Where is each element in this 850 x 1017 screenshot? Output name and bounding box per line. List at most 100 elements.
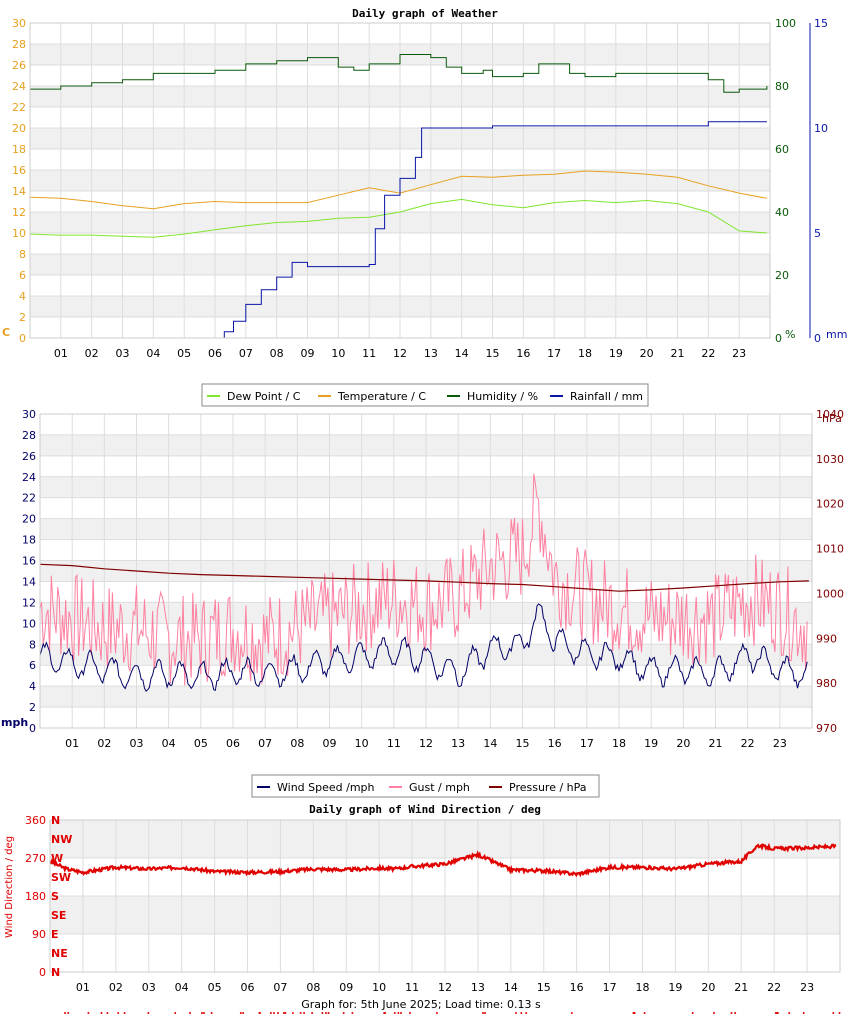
x-tick-label: 22 xyxy=(701,347,715,360)
direction-marker xyxy=(384,1012,387,1014)
y-tick-label: 90 xyxy=(32,928,46,941)
y-tick-label: 24 xyxy=(12,80,26,93)
x-tick-label: 11 xyxy=(405,981,419,994)
x-tick-label: 05 xyxy=(208,981,222,994)
direction-marker xyxy=(570,1012,573,1014)
compass-label: N xyxy=(51,814,60,827)
x-tick-label: 07 xyxy=(273,981,287,994)
x-tick-label: 07 xyxy=(239,347,253,360)
x-tick-label: 23 xyxy=(732,347,746,360)
x-tick-label: 02 xyxy=(97,737,111,750)
direction-marker xyxy=(325,1012,327,1014)
direction-marker xyxy=(201,1012,203,1014)
y-right-tick-label: 100 xyxy=(775,17,796,30)
x-tick-label: 21 xyxy=(734,981,748,994)
legend-entry: Temperature / C xyxy=(337,390,426,403)
chart-title: Daily graph of Wind Direction / deg xyxy=(309,803,541,816)
compass-label: SW xyxy=(51,871,71,884)
y-tick-label: 22 xyxy=(22,492,36,505)
x-tick-label: 02 xyxy=(109,981,123,994)
x-tick-label: 02 xyxy=(85,347,99,360)
direction-marker xyxy=(525,1012,528,1014)
y-right-tick-label: 1040 xyxy=(816,408,844,421)
x-tick-label: 11 xyxy=(387,737,401,750)
x-tick-label: 23 xyxy=(800,981,814,994)
x-tick-label: 05 xyxy=(177,347,191,360)
x-tick-label: 23 xyxy=(773,737,787,750)
x-tick-label: 01 xyxy=(65,737,79,750)
direction-marker xyxy=(117,1012,120,1014)
y-right-tick-label: 970 xyxy=(816,722,837,735)
direction-marker xyxy=(713,1012,715,1014)
legend-box xyxy=(201,383,649,407)
x-tick-label: 15 xyxy=(486,347,500,360)
direction-marker xyxy=(730,1012,733,1014)
direction-marker xyxy=(342,1012,345,1014)
legend: Dew Point / C Temperature / C Humidity / %… xyxy=(201,383,649,407)
x-tick-label: 18 xyxy=(612,737,626,750)
y-tick-label: 18 xyxy=(22,534,36,547)
y-right-tick-label: 1030 xyxy=(816,453,844,466)
x-tick-label: 20 xyxy=(640,347,654,360)
y-tick-label: 20 xyxy=(12,122,26,135)
x-tick-label: 19 xyxy=(609,347,623,360)
x-tick-label: 05 xyxy=(194,737,208,750)
series-line-humidity xyxy=(30,54,768,93)
y-right-tick-label: 1000 xyxy=(816,587,844,600)
x-tick-label: 18 xyxy=(578,347,592,360)
x-tick-label: 10 xyxy=(355,737,369,750)
x-tick-label: 21 xyxy=(709,737,723,750)
y-tick-label: 8 xyxy=(19,248,26,261)
series-points xyxy=(49,842,841,1014)
x-tick-label: 18 xyxy=(636,981,650,994)
y-tick-label: 14 xyxy=(22,575,36,588)
direction-marker xyxy=(776,1012,779,1014)
direction-marker xyxy=(272,1012,275,1014)
x-tick-label: 03 xyxy=(142,981,156,994)
series-lines xyxy=(39,473,809,692)
wind-direction-chart: Daily graph of Wind Direction / deg 0901… xyxy=(4,803,841,1014)
x-tick-label: 03 xyxy=(130,737,144,750)
plot-frame xyxy=(29,22,771,339)
x-tick-label: 22 xyxy=(767,981,781,994)
series-line-dew-point xyxy=(29,198,767,238)
compass-label: N xyxy=(51,966,60,979)
series-line-rainfall xyxy=(30,121,767,339)
y-tick-label: 26 xyxy=(22,450,36,463)
direction-marker xyxy=(633,1012,636,1014)
direction-marker xyxy=(291,1012,294,1014)
direction-marker xyxy=(269,1012,272,1014)
direction-marker xyxy=(435,1012,438,1014)
direction-marker xyxy=(802,1012,805,1014)
direction-marker xyxy=(321,1012,324,1014)
x-tick-label: 13 xyxy=(471,981,485,994)
x-tick-label: 12 xyxy=(438,981,452,994)
y-right2-tick-label: 5 xyxy=(814,227,821,240)
legend-box xyxy=(251,774,600,798)
y-tick-label: 30 xyxy=(12,17,26,30)
y-right-tick-label: 60 xyxy=(775,143,789,156)
grid-lines xyxy=(50,819,840,973)
x-tick-label: 20 xyxy=(676,737,690,750)
x-tick-label: 16 xyxy=(570,981,584,994)
y-tick-label: 20 xyxy=(22,513,36,526)
x-tick-label: 08 xyxy=(270,347,284,360)
direction-marker xyxy=(239,1012,242,1014)
x-tick-label: 17 xyxy=(547,347,561,360)
footer-text: Graph for: 5th June 2025; Load time: 0.1… xyxy=(301,998,541,1011)
y-right2-tick-label: 10 xyxy=(814,122,828,135)
y-tick-label: 10 xyxy=(12,227,26,240)
y-right-tick-label: 80 xyxy=(775,80,789,93)
direction-marker xyxy=(100,1012,103,1014)
y-tick-label: 12 xyxy=(22,596,36,609)
x-tick-label: 21 xyxy=(671,347,685,360)
x-tick-label: 07 xyxy=(258,737,272,750)
x-tick-label: 04 xyxy=(162,737,176,750)
x-tick-label: 03 xyxy=(116,347,130,360)
direction-marker xyxy=(147,1012,150,1014)
x-tick-label: 08 xyxy=(306,981,320,994)
legend: Wind Speed /mph Gust / mph Pressure / hPa xyxy=(251,774,600,798)
